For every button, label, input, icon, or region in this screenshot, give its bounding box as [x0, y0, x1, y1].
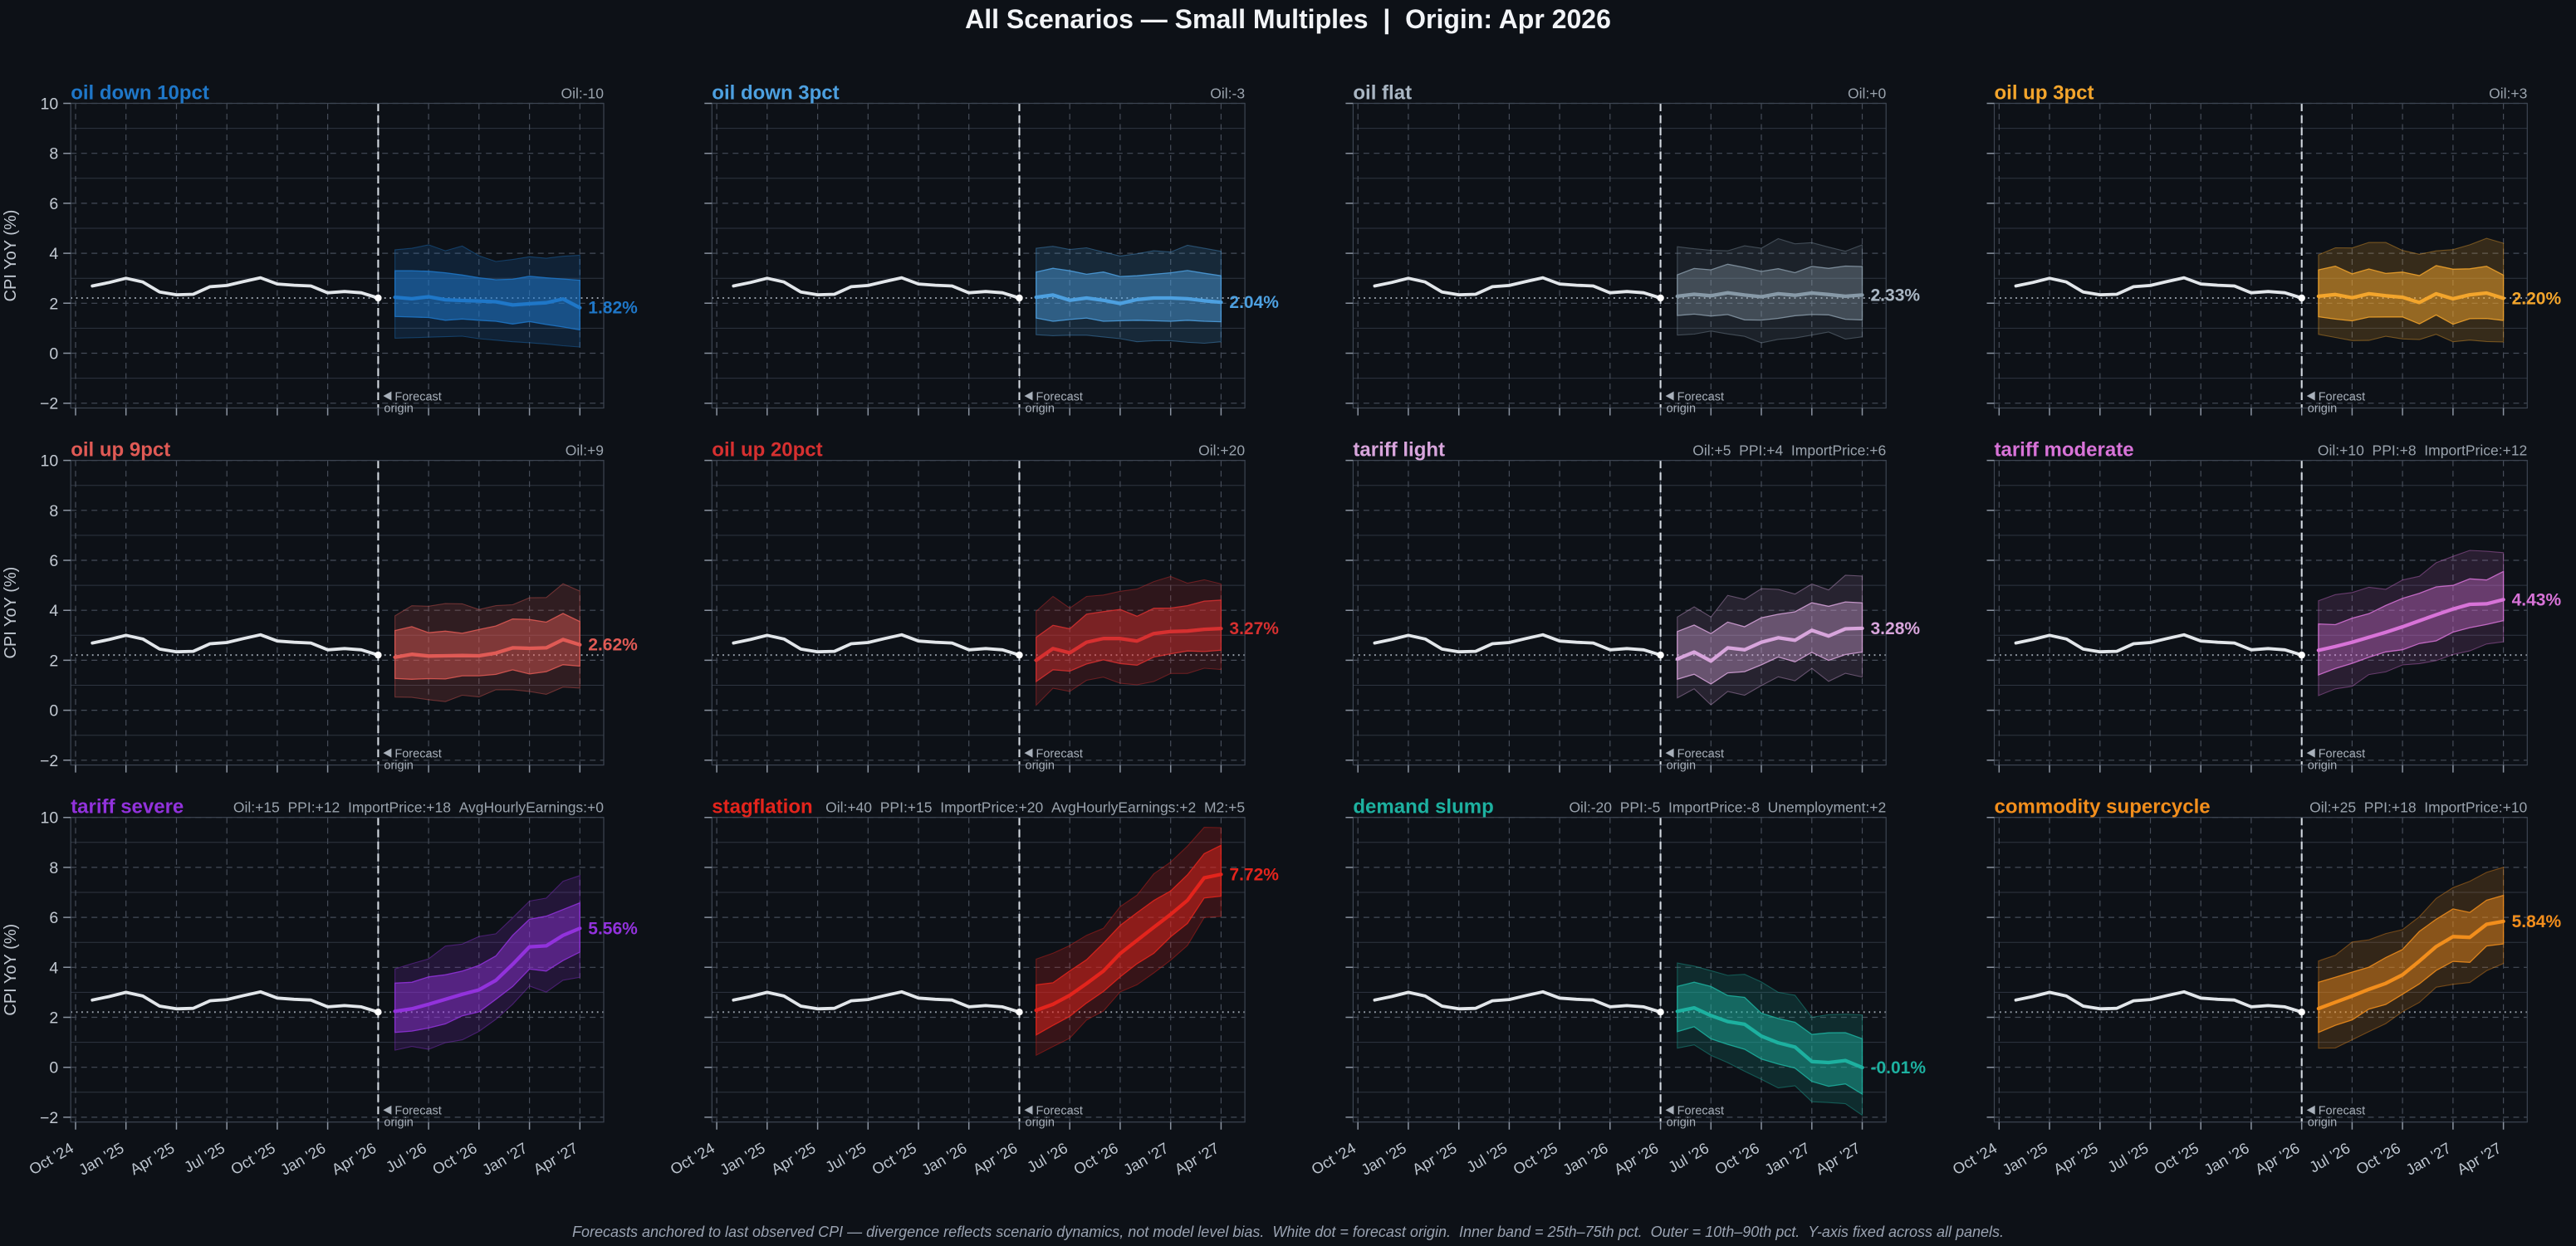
svg-text:1.82%: 1.82%: [588, 299, 638, 318]
svg-text:4.43%: 4.43%: [2512, 590, 2562, 609]
svg-text:Forecast: Forecast: [1036, 391, 1083, 404]
svg-text:origin: origin: [1026, 403, 1055, 416]
svg-text:Oil:+15 PPI:+12 ImportPrice:: Oil:+15 PPI:+12 ImportPrice:+18 AvgHourl…: [233, 799, 604, 816]
svg-text:Oil:+25 PPI:+18 ImportPrice:: Oil:+25 PPI:+18 ImportPrice:+10: [2309, 799, 2527, 816]
svg-text:2.20%: 2.20%: [2512, 289, 2562, 308]
svg-text:oil up 20pct: oil up 20pct: [712, 439, 822, 462]
svg-text:−2: −2: [40, 1109, 58, 1127]
svg-text:Forecast: Forecast: [2319, 391, 2365, 404]
svg-text:CPI YoY (%): CPI YoY (%): [2, 924, 20, 1016]
svg-text:origin: origin: [1026, 1117, 1055, 1130]
svg-text:2.33%: 2.33%: [1871, 286, 1921, 305]
svg-text:origin: origin: [1667, 1117, 1696, 1130]
svg-text:2: 2: [49, 1009, 58, 1028]
svg-text:CPI YoY (%): CPI YoY (%): [2, 210, 20, 302]
svg-text:tariff light: tariff light: [1353, 439, 1445, 462]
svg-text:7.72%: 7.72%: [1229, 865, 1279, 884]
svg-text:All Scenarios — Small Multiple: All Scenarios — Small Multiples | Origin…: [965, 4, 1611, 34]
svg-text:oil down 10pct: oil down 10pct: [71, 82, 209, 105]
svg-text:origin: origin: [2308, 403, 2337, 416]
svg-text:CPI YoY (%): CPI YoY (%): [2, 567, 20, 659]
svg-text:8: 8: [49, 145, 58, 164]
svg-text:3.27%: 3.27%: [1229, 619, 1279, 638]
svg-text:Oil:-20 PPI:-5 ImportPrice:-: Oil:-20 PPI:-5 ImportPrice:-8 Unemployme…: [1569, 799, 1886, 816]
svg-text:Oil:+20: Oil:+20: [1198, 442, 1245, 459]
svg-text:4: 4: [49, 602, 58, 620]
svg-text:Forecast: Forecast: [394, 748, 441, 761]
svg-text:Oil:+9: Oil:+9: [566, 442, 604, 459]
svg-text:Forecast: Forecast: [1677, 391, 1724, 404]
svg-text:4: 4: [49, 245, 58, 263]
svg-text:10: 10: [40, 809, 58, 828]
svg-text:5.84%: 5.84%: [2512, 912, 2562, 931]
svg-text:6: 6: [49, 195, 58, 213]
svg-text:2: 2: [49, 295, 58, 313]
svg-text:Forecast: Forecast: [2319, 748, 2365, 761]
svg-text:3.28%: 3.28%: [1871, 619, 1921, 638]
svg-text:origin: origin: [384, 760, 413, 773]
svg-text:0: 0: [49, 702, 58, 721]
svg-text:0: 0: [49, 1059, 58, 1077]
svg-text:10: 10: [40, 452, 58, 471]
svg-text:origin: origin: [1026, 760, 1055, 773]
svg-text:2.62%: 2.62%: [588, 636, 638, 655]
svg-text:Forecast: Forecast: [1036, 748, 1083, 761]
svg-text:4: 4: [49, 959, 58, 977]
svg-text:origin: origin: [2308, 1117, 2337, 1130]
svg-text:Forecasts anchored to last obs: Forecasts anchored to last observed CPI …: [572, 1224, 2004, 1240]
svg-text:oil down 3pct: oil down 3pct: [712, 82, 839, 105]
svg-text:oil up 9pct: oil up 9pct: [71, 439, 170, 462]
svg-text:origin: origin: [2308, 760, 2337, 773]
svg-text:5.56%: 5.56%: [588, 919, 638, 938]
svg-text:8: 8: [49, 859, 58, 877]
svg-text:6: 6: [49, 552, 58, 570]
svg-text:tariff severe: tariff severe: [71, 796, 184, 818]
svg-text:Oil:+0: Oil:+0: [1848, 86, 1886, 102]
svg-text:2.04%: 2.04%: [1229, 293, 1279, 312]
svg-text:demand slump: demand slump: [1353, 796, 1493, 818]
svg-text:0: 0: [49, 345, 58, 364]
svg-text:2: 2: [49, 652, 58, 670]
svg-text:oil up 3pct: oil up 3pct: [1995, 82, 2094, 105]
svg-text:8: 8: [49, 502, 58, 520]
svg-text:tariff moderate: tariff moderate: [1995, 439, 2134, 462]
svg-text:origin: origin: [1667, 403, 1696, 416]
svg-text:-0.01%: -0.01%: [1871, 1058, 1927, 1077]
svg-text:origin: origin: [1667, 760, 1696, 773]
svg-text:10: 10: [40, 95, 58, 114]
svg-text:Forecast: Forecast: [1036, 1105, 1083, 1118]
svg-text:Oil:+10 PPI:+8 ImportPrice:+: Oil:+10 PPI:+8 ImportPrice:+12: [2318, 442, 2527, 459]
svg-text:Oil:+40 PPI:+15 ImportPrice:: Oil:+40 PPI:+15 ImportPrice:+20 AvgHourl…: [825, 799, 1245, 816]
svg-text:−2: −2: [40, 752, 58, 770]
svg-text:origin: origin: [384, 1117, 413, 1130]
svg-text:6: 6: [49, 909, 58, 927]
svg-text:Forecast: Forecast: [394, 1105, 441, 1118]
svg-text:stagflation: stagflation: [712, 796, 812, 818]
svg-text:Forecast: Forecast: [2319, 1105, 2365, 1118]
svg-text:Oil:+5 PPI:+4 ImportPrice:+6: Oil:+5 PPI:+4 ImportPrice:+6: [1692, 442, 1886, 459]
svg-text:Forecast: Forecast: [1677, 748, 1724, 761]
svg-text:Forecast: Forecast: [394, 391, 441, 404]
svg-text:origin: origin: [384, 403, 413, 416]
svg-text:commodity supercycle: commodity supercycle: [1995, 796, 2211, 818]
svg-text:oil flat: oil flat: [1353, 82, 1412, 105]
svg-text:Oil:-10: Oil:-10: [561, 86, 604, 102]
svg-text:Oil:-3: Oil:-3: [1210, 86, 1245, 102]
svg-text:Forecast: Forecast: [1677, 1105, 1724, 1118]
svg-text:−2: −2: [40, 395, 58, 413]
svg-text:Oil:+3: Oil:+3: [2489, 86, 2527, 102]
